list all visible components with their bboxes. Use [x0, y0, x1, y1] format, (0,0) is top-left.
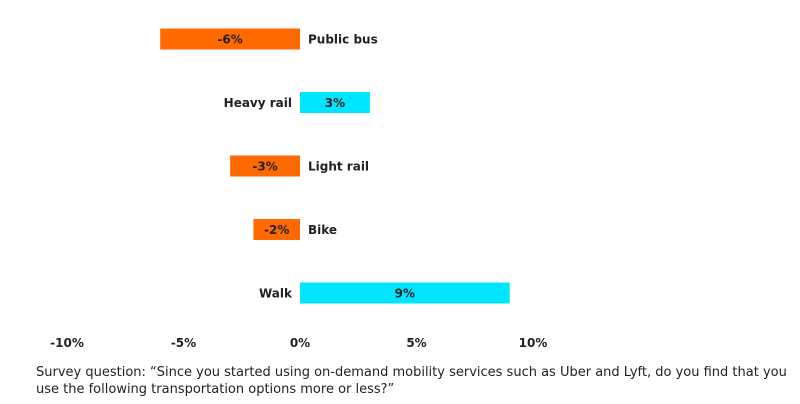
category-label-heavy-rail: Heavy rail — [224, 96, 292, 110]
value-label-public-bus: -6% — [217, 33, 242, 47]
x-tick-label: -5% — [171, 336, 196, 350]
category-label-bike: Bike — [308, 223, 337, 237]
category-label-public-bus: Public bus — [308, 33, 378, 47]
value-label-bike: -2% — [264, 223, 289, 237]
survey-question-note: Survey question: “Since you started usin… — [36, 365, 787, 397]
bar-chart: -6% Public bus 3% Heavy rail -3% Light rail -2… — [50, 28, 548, 350]
category-label-walk: Walk — [259, 287, 293, 301]
value-label-heavy-rail: 3% — [325, 96, 345, 110]
bar-light-rail — [230, 155, 300, 177]
bar-walk — [300, 282, 510, 304]
value-label-light-rail: -3% — [252, 160, 277, 174]
x-tick-label: -10% — [50, 336, 84, 350]
x-tick-label: 10% — [519, 336, 548, 350]
bar-bike — [253, 219, 300, 240]
category-label-light-rail: Light rail — [308, 160, 369, 174]
bar-heavy-rail — [300, 92, 370, 113]
x-tick-label: 5% — [406, 336, 426, 350]
bar-public-bus — [160, 28, 300, 50]
value-label-walk: 9% — [395, 287, 415, 301]
x-tick-label: 0% — [290, 336, 310, 350]
